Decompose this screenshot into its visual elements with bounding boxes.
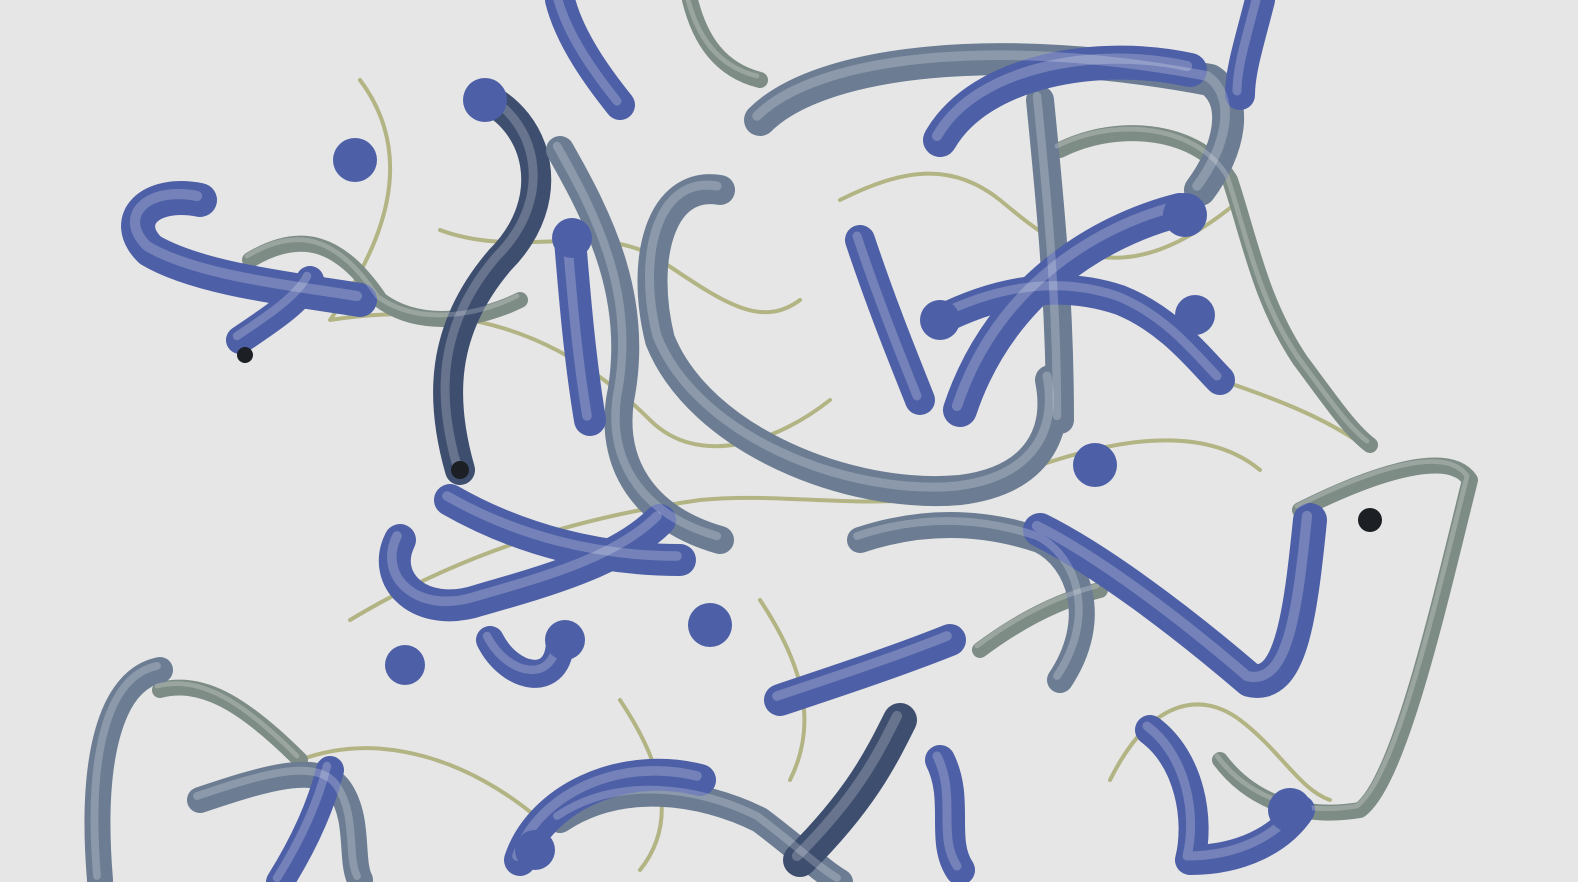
tube-end <box>920 300 960 340</box>
strand <box>348 438 1262 622</box>
tube-highlight <box>932 751 962 871</box>
tube-highlight <box>552 141 722 541</box>
tube-highlight <box>1054 126 1370 444</box>
tube-ends <box>237 78 1382 870</box>
tube-highlight <box>1232 0 1261 96</box>
tube-highlight <box>752 50 1230 191</box>
tube-highlight <box>931 53 1193 142</box>
tube-highlight <box>1142 721 1302 861</box>
tube <box>923 45 1207 157</box>
tube-highlight <box>442 491 682 561</box>
tube-highlight <box>440 86 538 471</box>
tube-highlight <box>951 200 1183 412</box>
tube-highlight <box>772 631 952 701</box>
tube <box>1135 715 1315 875</box>
tube <box>925 745 975 882</box>
tube-highlight <box>1032 91 1062 421</box>
tube-end <box>333 138 377 182</box>
tube-end <box>1358 508 1382 532</box>
tube-highlight <box>244 237 520 318</box>
tube-highlight <box>130 189 363 302</box>
tube-end <box>515 830 555 870</box>
tube-highlight <box>645 180 1054 492</box>
tube-end <box>688 603 732 647</box>
tube-highlight <box>193 766 361 880</box>
tube <box>845 225 935 415</box>
tube-end <box>1073 443 1117 487</box>
tube-end <box>1268 788 1312 832</box>
tube-highlight <box>553 0 622 106</box>
tube-highlight <box>232 271 312 341</box>
tube <box>152 679 308 768</box>
tube-end <box>451 461 469 479</box>
tube <box>943 193 1197 427</box>
tube <box>434 484 696 576</box>
tube-highlight <box>553 785 841 882</box>
tube-highlight <box>791 710 903 862</box>
tube-end <box>385 645 425 685</box>
tube-highlight <box>387 511 662 606</box>
tube <box>554 224 606 436</box>
tube <box>266 756 344 882</box>
tube <box>1225 0 1275 110</box>
tube <box>925 274 1235 395</box>
tube-end <box>1163 193 1207 237</box>
tube <box>226 266 324 354</box>
tube-end <box>545 620 585 660</box>
tube <box>433 80 552 485</box>
tube-highlight <box>974 583 1100 649</box>
tube-highlight <box>932 281 1222 381</box>
strand <box>838 171 1242 260</box>
tube <box>764 624 966 716</box>
tube-end <box>463 78 507 122</box>
tube-highlight <box>853 517 1083 680</box>
tube <box>682 0 768 88</box>
tube-highlight <box>90 662 161 880</box>
tube-end <box>1175 295 1215 335</box>
tube-highlight <box>685 0 760 79</box>
tube-end <box>552 218 592 258</box>
tube-end <box>237 347 253 363</box>
tube-highlight <box>154 681 300 759</box>
tube-highlights <box>90 0 1470 882</box>
tube <box>545 0 635 120</box>
tube-highlight <box>272 761 332 882</box>
strand <box>328 78 832 449</box>
tube <box>1023 503 1327 698</box>
tube <box>783 703 917 877</box>
tube-highlight <box>1031 510 1313 683</box>
tube <box>84 657 173 882</box>
tube <box>637 174 1068 506</box>
tube-highlight <box>852 231 922 401</box>
tube <box>1052 125 1378 453</box>
